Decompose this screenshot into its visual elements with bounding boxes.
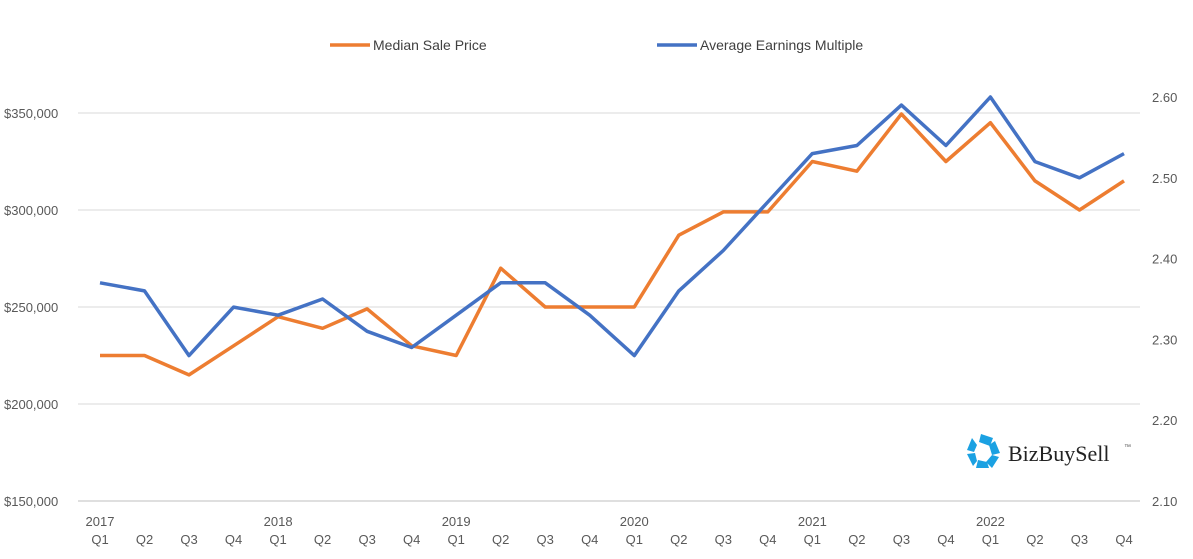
right-tick-label: 2.40 (1152, 252, 1177, 267)
left-tick-label: $350,000 (4, 106, 58, 121)
x-tick-label-quarter: Q3 (893, 532, 910, 547)
x-tick-label-quarter: Q1 (626, 532, 643, 547)
x-tick-label-quarter: Q1 (982, 532, 999, 547)
right-tick-label: 2.50 (1152, 171, 1177, 186)
legend-label-average-earnings-multiple: Average Earnings Multiple (700, 37, 863, 53)
left-tick-label: $300,000 (4, 203, 58, 218)
x-tick-label-quarter: Q1 (91, 532, 108, 547)
series-line-median-sale-price (100, 112, 1125, 377)
x-tick-label-quarter: Q2 (670, 532, 687, 547)
x-tick-label-quarter: Q3 (1071, 532, 1088, 547)
x-tick-label-quarter: Q4 (581, 532, 598, 547)
legend: Median Sale Price Average Earnings Multi… (330, 37, 863, 53)
x-tick-label-quarter: Q3 (537, 532, 554, 547)
legend-label-median-sale-price: Median Sale Price (373, 37, 487, 53)
bizbuysell-logo: BizBuySell ™ (967, 434, 1131, 468)
series-lines (99, 95, 1125, 377)
x-tick-label-quarter: Q3 (180, 532, 197, 547)
left-axis: $150,000 $200,000 $250,000 $300,000 $350,000 (4, 106, 58, 509)
right-tick-label: 2.60 (1152, 90, 1177, 105)
logo-mark-icon (967, 434, 1000, 468)
x-tick-label-year: 2022 (976, 514, 1005, 529)
left-tick-label: $200,000 (4, 397, 58, 412)
x-tick-label-quarter: Q1 (448, 532, 465, 547)
x-tick-label-quarter: Q4 (225, 532, 242, 547)
logo-text: BizBuySell (1008, 441, 1109, 466)
left-tick-label: $250,000 (4, 300, 58, 315)
x-tick-label-quarter: Q4 (403, 532, 420, 547)
right-tick-label: 2.30 (1152, 332, 1177, 347)
right-tick-label: 2.20 (1152, 413, 1177, 428)
right-tick-label: 2.10 (1152, 494, 1177, 509)
left-tick-label: $150,000 (4, 494, 58, 509)
x-tick-label-quarter: Q4 (1115, 532, 1132, 547)
x-tick-label-quarter: Q4 (937, 532, 954, 547)
x-tick-label-year: 2017 (86, 514, 115, 529)
x-tick-label-quarter: Q3 (358, 532, 375, 547)
x-tick-label-year: 2021 (798, 514, 827, 529)
logo-trademark: ™ (1124, 444, 1131, 451)
x-tick-label-quarter: Q1 (804, 532, 821, 547)
x-tick-label-year: 2019 (442, 514, 471, 529)
series-line-average-earnings-multiple (99, 95, 1125, 358)
right-axis: 2.10 2.20 2.30 2.40 2.50 2.60 (1152, 90, 1177, 509)
x-tick-label-quarter: Q4 (759, 532, 776, 547)
x-tick-label-quarter: Q2 (314, 532, 331, 547)
x-tick-label-quarter: Q1 (269, 532, 286, 547)
x-tick-label-quarter: Q3 (715, 532, 732, 547)
x-tick-label-quarter: Q2 (136, 532, 153, 547)
x-tick-label-year: 2020 (620, 514, 649, 529)
x-axis: Q1 Q2 Q3 Q4 Q1 Q2 Q3 Q4 Q1 Q2 Q3 Q4 Q1 Q2 Q3 Q4 Q1 Q2 Q3 Q4… (86, 514, 1133, 547)
x-tick-label-year: 2018 (264, 514, 293, 529)
x-tick-label-quarter: Q2 (848, 532, 865, 547)
x-tick-label-quarter: Q2 (1026, 532, 1043, 547)
x-tick-label-quarter: Q2 (492, 532, 509, 547)
